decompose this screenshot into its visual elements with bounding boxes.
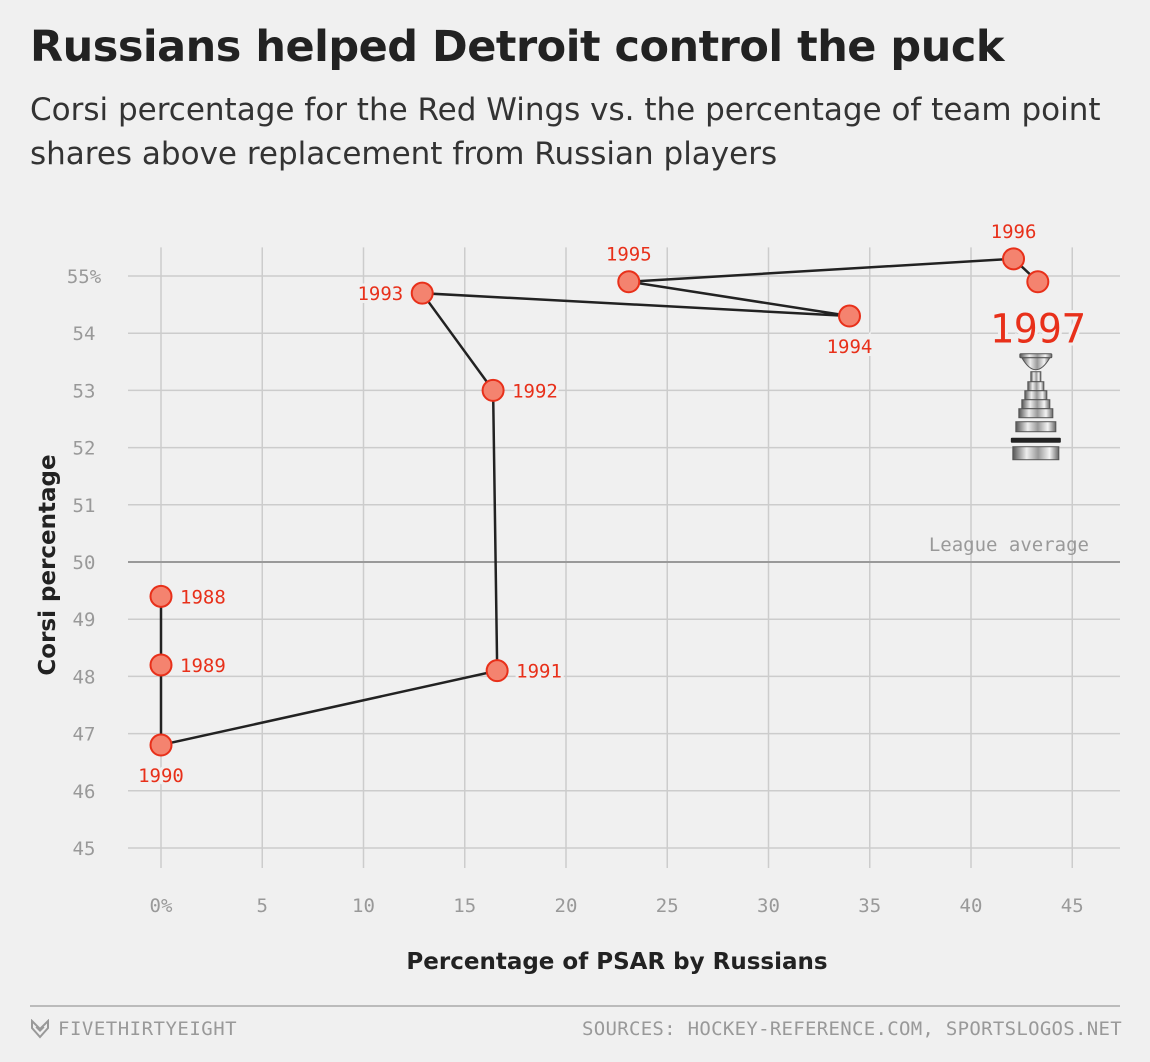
point-label-1990: 1990 bbox=[138, 765, 184, 787]
cup-band bbox=[1027, 381, 1045, 392]
point-label-1997: 1997 bbox=[990, 307, 1086, 353]
x-tick-label: 35 bbox=[858, 895, 881, 917]
point-label-1991: 1991 bbox=[516, 661, 562, 683]
trajectory-line bbox=[159, 257, 1039, 747]
cup-bowl bbox=[1020, 357, 1051, 371]
data-point-1996 bbox=[1002, 247, 1026, 271]
point-label-1996: 1996 bbox=[991, 221, 1037, 243]
y-tick-label: 54 bbox=[73, 323, 96, 345]
data-point-1993 bbox=[410, 281, 434, 305]
league-average-label: League average bbox=[929, 534, 1089, 556]
point-label-1988: 1988 bbox=[180, 586, 226, 608]
point-label-1993: 1993 bbox=[357, 283, 403, 305]
data-point-1988 bbox=[149, 584, 173, 608]
x-tick-label: 10 bbox=[352, 895, 375, 917]
point-label-1992: 1992 bbox=[512, 380, 558, 402]
data-point-1990 bbox=[149, 733, 173, 757]
x-tick-label: 20 bbox=[555, 895, 578, 917]
cup-band bbox=[1012, 446, 1060, 461]
y-tick-label: 52 bbox=[73, 438, 96, 460]
cup-base bbox=[1010, 437, 1061, 443]
data-point-1989 bbox=[149, 653, 173, 677]
y-tick-label: 48 bbox=[73, 666, 96, 688]
y-tick-label: 53 bbox=[73, 380, 96, 402]
footer-divider bbox=[30, 1005, 1120, 1007]
label-layer: 1988 1989 1990 1991 1992 1993 1994 1995 1996 1997 bbox=[135, 218, 1089, 790]
data-point-1995 bbox=[617, 270, 641, 294]
brand-logo: FIVETHIRTYEIGHT bbox=[30, 1018, 237, 1040]
x-tick-label: 45 bbox=[1061, 895, 1084, 917]
cup-band bbox=[1015, 421, 1057, 433]
point-label-1995: 1995 bbox=[606, 244, 652, 266]
y-tick-label: 55% bbox=[67, 266, 102, 288]
x-tick-label: 30 bbox=[757, 895, 780, 917]
point-label-1994: 1994 bbox=[827, 336, 873, 358]
y-tick-label: 46 bbox=[73, 781, 96, 803]
x-tick-label: 0% bbox=[150, 895, 173, 917]
y-tick-label: 50 bbox=[73, 552, 96, 574]
x-tick-label: 15 bbox=[453, 895, 476, 917]
cup-stem bbox=[1030, 371, 1042, 383]
cup-band bbox=[1024, 390, 1048, 401]
y-tick-label: 51 bbox=[73, 495, 96, 517]
chart-subtitle: Corsi percentage for the Red Wings vs. t… bbox=[30, 92, 1101, 172]
stanley-cup-icon bbox=[1010, 353, 1061, 461]
chart-svg: League average 45 46 47 48 49 50 51 52 53 54 55% 0%… bbox=[35, 218, 1120, 975]
fox-icon bbox=[31, 1019, 49, 1039]
y-axis-title: Corsi percentage bbox=[35, 454, 61, 675]
sources-note: SOURCES: HOCKEY-REFERENCE.COM, SPORTSLOG… bbox=[582, 1018, 1122, 1040]
tick-layer: 45 46 47 48 49 50 51 52 53 54 55% 0% 5 10 15 20 25 30 35 40… bbox=[67, 266, 1084, 917]
chart-title: Russians helped Detroit control the puck bbox=[30, 22, 1004, 72]
x-tick-label: 40 bbox=[960, 895, 983, 917]
x-axis-title: Percentage of PSAR by Russians bbox=[406, 949, 827, 975]
data-point-1991 bbox=[485, 659, 509, 683]
connector-layer bbox=[159, 257, 1039, 747]
brand-name: FIVETHIRTYEIGHT bbox=[58, 1018, 238, 1040]
grid-layer bbox=[128, 247, 1120, 869]
reference-layer: League average bbox=[128, 534, 1120, 563]
cup-band bbox=[1021, 399, 1051, 410]
point-layer bbox=[149, 247, 1050, 757]
data-point-1997 bbox=[1026, 270, 1050, 294]
x-tick-label: 5 bbox=[257, 895, 268, 917]
x-tick-label: 25 bbox=[656, 895, 679, 917]
cup-band bbox=[1018, 408, 1054, 419]
point-label-1989: 1989 bbox=[180, 655, 226, 677]
cup-rim bbox=[1019, 353, 1053, 359]
y-tick-label: 49 bbox=[73, 609, 96, 631]
data-point-1994 bbox=[838, 304, 861, 328]
y-tick-label: 45 bbox=[73, 838, 96, 860]
data-point-1992 bbox=[481, 378, 505, 402]
y-tick-label: 47 bbox=[73, 724, 96, 746]
